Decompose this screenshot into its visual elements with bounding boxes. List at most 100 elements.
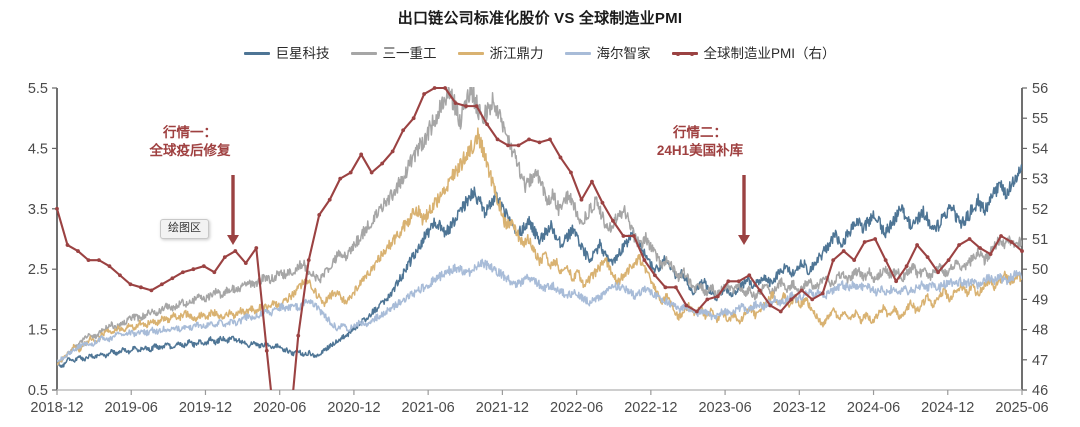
legend-item-1[interactable]: 三一重工 xyxy=(351,47,436,61)
series-marker-4 xyxy=(97,258,101,263)
series-marker-4 xyxy=(652,273,657,278)
legend-label-0: 巨星科技 xyxy=(275,46,330,61)
series-marker-4 xyxy=(946,258,951,263)
series-marker-4 xyxy=(757,288,762,293)
legend-item-3[interactable]: 海尔智家 xyxy=(565,47,650,61)
series-marker-4 xyxy=(338,176,343,181)
series-marker-4 xyxy=(506,143,510,148)
series-line-3 xyxy=(57,258,1022,363)
series-marker-4 xyxy=(862,240,867,244)
left-axis-tick-label: 5.5 xyxy=(28,81,48,97)
series-marker-4 xyxy=(55,206,59,211)
chart-legend: 巨星科技 三一重工 浙江鼎力 海尔智家 全球制造业PMI（右） xyxy=(0,47,1080,61)
legend-label-1: 三一重工 xyxy=(382,46,437,61)
series-marker-4 xyxy=(474,104,479,109)
series-marker-4 xyxy=(841,249,846,253)
series-marker-4 xyxy=(348,170,353,175)
legend-label-2: 浙江鼎力 xyxy=(489,46,544,61)
series-marker-4 xyxy=(537,140,542,145)
series-marker-4 xyxy=(684,303,689,308)
series-marker-4 xyxy=(715,294,720,299)
x-axis-tick-label: 2024-06 xyxy=(847,400,900,416)
legend-swatch-icon-0 xyxy=(244,52,271,56)
series-marker-4 xyxy=(180,270,185,275)
series-marker-4 xyxy=(999,234,1003,238)
series-marker-4 xyxy=(642,258,647,263)
x-axis-tick-label: 2019-06 xyxy=(105,400,158,416)
series-marker-4 xyxy=(359,152,364,157)
right-axis-tick-label: 55 xyxy=(1032,111,1048,127)
x-axis-tick-label: 2022-06 xyxy=(550,400,603,416)
legend-swatch-icon-4 xyxy=(672,52,699,56)
series-marker-4 xyxy=(957,243,961,247)
series-marker-4 xyxy=(527,137,531,142)
chart-title: 出口链公司标准化股价 VS 全球制造业PMI xyxy=(397,10,683,27)
series-marker-4 xyxy=(317,212,322,217)
series-marker-4 xyxy=(380,161,385,166)
series-marker-4 xyxy=(915,243,920,247)
legend-label-3: 海尔智家 xyxy=(596,46,651,61)
x-axis-tick-label: 2019-12 xyxy=(179,400,232,416)
series-marker-4 xyxy=(747,273,752,278)
series-marker-4 xyxy=(432,86,437,90)
series-marker-4 xyxy=(495,137,500,142)
series-marker-4 xyxy=(673,285,678,290)
series-marker-4 xyxy=(873,237,878,241)
series-marker-4 xyxy=(254,246,259,250)
right-axis-tick-label: 53 xyxy=(1032,172,1048,188)
series-marker-4 xyxy=(191,267,196,272)
plot-area-tooltip: 绘图区 xyxy=(160,219,209,240)
series-marker-4 xyxy=(422,92,427,96)
legend-item-2[interactable]: 浙江鼎力 xyxy=(458,47,543,61)
right-axis-tick-label: 50 xyxy=(1032,262,1048,278)
series-marker-4 xyxy=(600,200,605,205)
series-marker-4 xyxy=(401,128,406,133)
series-marker-4 xyxy=(1020,249,1024,253)
series-marker-4 xyxy=(139,285,143,290)
right-axis-tick-label: 48 xyxy=(1032,323,1048,339)
series-marker-4 xyxy=(967,237,972,241)
series-marker-4 xyxy=(212,270,217,275)
series-marker-4 xyxy=(726,279,731,284)
series-group xyxy=(55,86,1024,390)
series-marker-4 xyxy=(883,258,888,263)
series-marker-4 xyxy=(201,264,206,269)
series-marker-4 xyxy=(76,249,80,253)
annotation-market-phase-2: 行情二： 24H1美国补库 xyxy=(620,124,780,160)
series-marker-4 xyxy=(516,143,521,148)
legend-item-0[interactable]: 巨星科技 xyxy=(244,47,329,61)
legend-item-4[interactable]: 全球制造业PMI（右） xyxy=(672,46,836,61)
left-axis-tick-label: 0.5 xyxy=(28,383,48,399)
annotation-2-line-1: 行情二： xyxy=(673,125,727,140)
series-marker-4 xyxy=(264,348,269,353)
x-axis-tick-label: 2020-12 xyxy=(327,400,380,416)
series-marker-4 xyxy=(411,116,416,121)
annotation-market-phase-1: 行情一： 全球疫后修复 xyxy=(110,124,270,160)
left-axis-tick-label: 1.5 xyxy=(28,323,48,339)
x-axis-tick-label: 2023-12 xyxy=(773,400,826,416)
x-axis-tick-label: 2021-12 xyxy=(476,400,529,416)
legend-label-4: 全球制造业PMI（右） xyxy=(703,46,836,61)
series-marker-4 xyxy=(306,258,311,263)
series-marker-4 xyxy=(663,285,668,290)
series-marker-4 xyxy=(768,303,773,308)
series-marker-4 xyxy=(296,333,301,338)
left-axis-tick-label: 2.5 xyxy=(28,262,48,278)
left-axis-tick-label: 4.5 xyxy=(28,141,48,157)
series-marker-4 xyxy=(453,101,458,105)
series-marker-4 xyxy=(369,170,374,175)
right-axis-tick-label: 54 xyxy=(1032,141,1048,157)
right-axis-tick-label: 46 xyxy=(1032,383,1048,399)
series-line-1 xyxy=(57,87,1022,366)
series-marker-4 xyxy=(548,137,552,142)
series-marker-4 xyxy=(820,291,825,296)
series-marker-4 xyxy=(464,104,468,109)
series-marker-4 xyxy=(159,282,164,287)
series-marker-4 xyxy=(118,273,122,278)
series-marker-4 xyxy=(611,218,615,223)
series-marker-4 xyxy=(579,197,584,202)
annotation-arrows xyxy=(227,175,750,245)
right-axis-tick-label: 52 xyxy=(1032,202,1048,218)
series-marker-4 xyxy=(736,279,741,284)
